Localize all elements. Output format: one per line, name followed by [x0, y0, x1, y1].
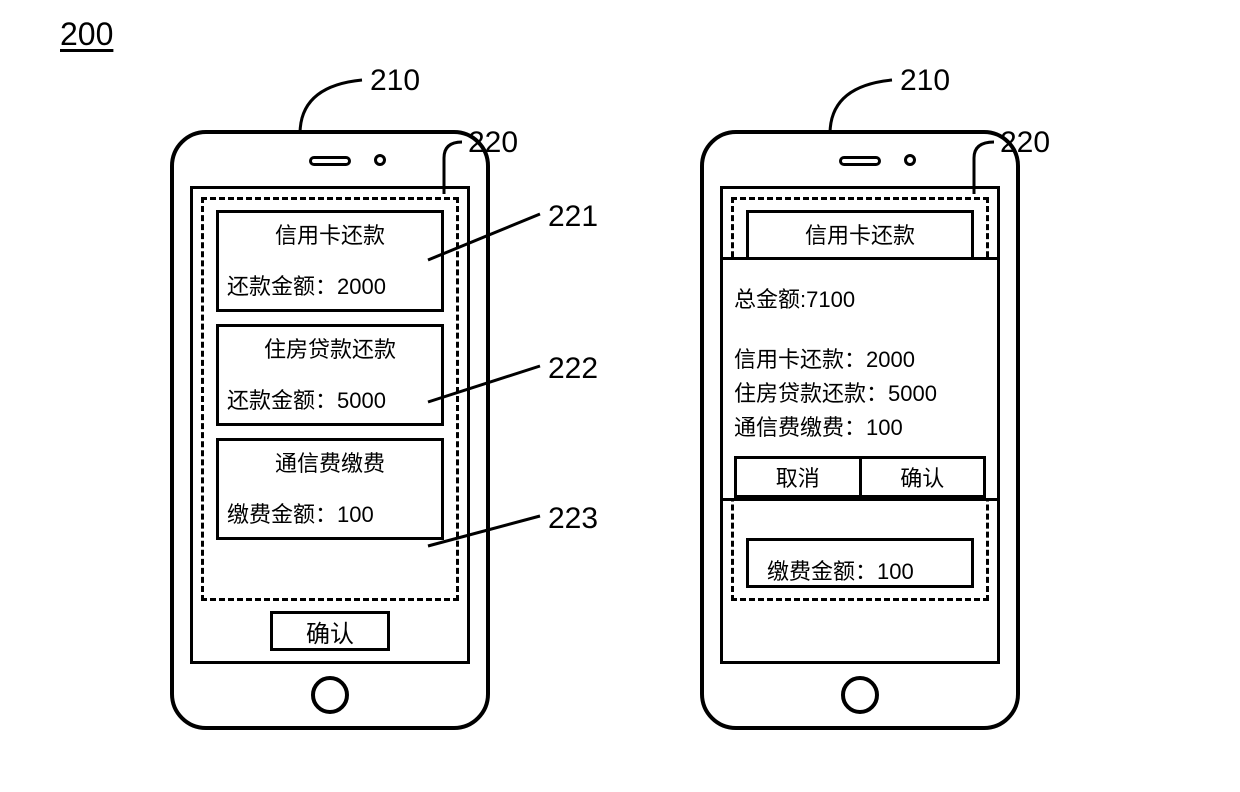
card-amount: 还款金额：5000 [227, 384, 433, 417]
dialog-buttons: 取消 确认 [734, 456, 986, 498]
amount-label: 缴费金额： [767, 559, 877, 584]
bill-list-area: 信用卡还款 还款金额：2000 住房贷款还款 还款金额：5000 通信费缴费 缴… [201, 197, 459, 601]
cancel-button[interactable]: 取消 [734, 456, 862, 498]
phone-right: 信用卡还款 缴费金额：100 总金额:7100 信用卡还款：2000 住房贷款还… [700, 130, 1020, 730]
ref-222: 222 [548, 352, 598, 386]
summary-line: 信用卡还款：2000 [734, 342, 986, 374]
line-value: 5000 [888, 381, 937, 406]
confirm-button[interactable]: 确认 [859, 456, 987, 498]
summary-dialog: 总金额:7100 信用卡还款：2000 住房贷款还款：5000 通信费缴费：10… [720, 257, 1000, 501]
home-button-icon [311, 676, 349, 714]
line-value: 100 [866, 415, 903, 440]
ref-220: 220 [468, 126, 518, 160]
screen-right: 信用卡还款 缴费金额：100 总金额:7100 信用卡还款：2000 住房贷款还… [720, 186, 1000, 664]
total-row: 总金额:7100 [734, 282, 986, 314]
line-value: 2000 [866, 347, 915, 372]
ref-210-r: 210 [900, 64, 950, 98]
screen-left: 信用卡还款 还款金额：2000 住房贷款还款 还款金额：5000 通信费缴费 缴… [190, 186, 470, 664]
line-label: 信用卡还款： [734, 347, 866, 372]
card-title: 住房贷款还款 [227, 333, 433, 366]
ref-220-r: 220 [1000, 126, 1050, 160]
card-amount: 还款金额：2000 [227, 270, 433, 303]
card-amount: 缴费金额：100 [757, 555, 963, 588]
total-value: 7100 [806, 287, 855, 312]
card-title: 信用卡还款 [227, 219, 433, 252]
ref-221: 221 [548, 200, 598, 234]
total-label: 总金额: [734, 287, 806, 312]
card-title: 通信费缴费 [227, 447, 433, 480]
card-comm-fee-bg: 缴费金额：100 [746, 538, 974, 588]
camera-icon [374, 154, 386, 166]
figure-number: 200 [60, 16, 113, 53]
line-label: 通信费缴费： [734, 415, 866, 440]
amount-label: 还款金额： [227, 274, 337, 299]
ref-210: 210 [370, 64, 420, 98]
card-credit[interactable]: 信用卡还款 还款金额：2000 [216, 210, 444, 312]
amount-label: 缴费金额： [227, 502, 337, 527]
confirm-button[interactable]: 确认 [270, 611, 390, 651]
home-button-icon [841, 676, 879, 714]
card-title: 信用卡还款 [757, 219, 963, 252]
amount-value: 100 [877, 559, 914, 584]
speaker-icon [839, 156, 881, 166]
line-label: 住房贷款还款： [734, 381, 888, 406]
amount-value: 100 [337, 502, 374, 527]
camera-icon [904, 154, 916, 166]
amount-value: 2000 [337, 274, 386, 299]
amount-value: 5000 [337, 388, 386, 413]
summary-line: 住房贷款还款：5000 [734, 376, 986, 408]
amount-label: 还款金额： [227, 388, 337, 413]
card-amount: 缴费金额：100 [227, 498, 433, 531]
ref-223: 223 [548, 502, 598, 536]
summary-line: 通信费缴费：100 [734, 410, 986, 442]
card-comm-fee[interactable]: 通信费缴费 缴费金额：100 [216, 438, 444, 540]
phone-left: 信用卡还款 还款金额：2000 住房贷款还款 还款金额：5000 通信费缴费 缴… [170, 130, 490, 730]
speaker-icon [309, 156, 351, 166]
card-mortgage[interactable]: 住房贷款还款 还款金额：5000 [216, 324, 444, 426]
